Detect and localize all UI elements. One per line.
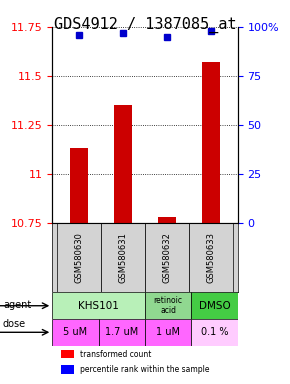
Text: retinoic
acid: retinoic acid xyxy=(154,296,183,315)
FancyBboxPatch shape xyxy=(101,223,145,293)
Text: GSM580633: GSM580633 xyxy=(207,232,216,283)
Text: GSM580632: GSM580632 xyxy=(163,232,172,283)
Bar xyxy=(191,293,238,319)
Text: 1 uM: 1 uM xyxy=(156,327,180,337)
Text: GDS4912 / 1387085_at: GDS4912 / 1387085_at xyxy=(54,17,236,33)
Bar xyxy=(52,319,99,346)
Bar xyxy=(52,293,145,319)
FancyBboxPatch shape xyxy=(145,223,189,293)
Bar xyxy=(70,148,88,223)
Bar xyxy=(145,319,191,346)
Text: dose: dose xyxy=(3,319,26,329)
Text: transformed count: transformed count xyxy=(80,350,151,359)
Bar xyxy=(191,319,238,346)
Bar xyxy=(99,319,145,346)
Bar xyxy=(61,365,75,374)
Bar xyxy=(114,105,132,223)
FancyBboxPatch shape xyxy=(57,223,101,293)
Bar xyxy=(158,217,176,223)
Text: 1.7 uM: 1.7 uM xyxy=(105,327,138,337)
Text: 5 uM: 5 uM xyxy=(63,327,88,337)
Bar xyxy=(145,293,191,319)
Text: DMSO: DMSO xyxy=(199,301,231,311)
Text: GSM580630: GSM580630 xyxy=(74,232,83,283)
Text: GSM580631: GSM580631 xyxy=(118,232,127,283)
Bar xyxy=(202,62,220,223)
Text: 0.1 %: 0.1 % xyxy=(201,327,228,337)
Text: KHS101: KHS101 xyxy=(78,301,119,311)
Text: percentile rank within the sample: percentile rank within the sample xyxy=(80,365,210,374)
FancyBboxPatch shape xyxy=(189,223,233,293)
Bar xyxy=(61,350,75,359)
Text: agent: agent xyxy=(3,300,31,310)
